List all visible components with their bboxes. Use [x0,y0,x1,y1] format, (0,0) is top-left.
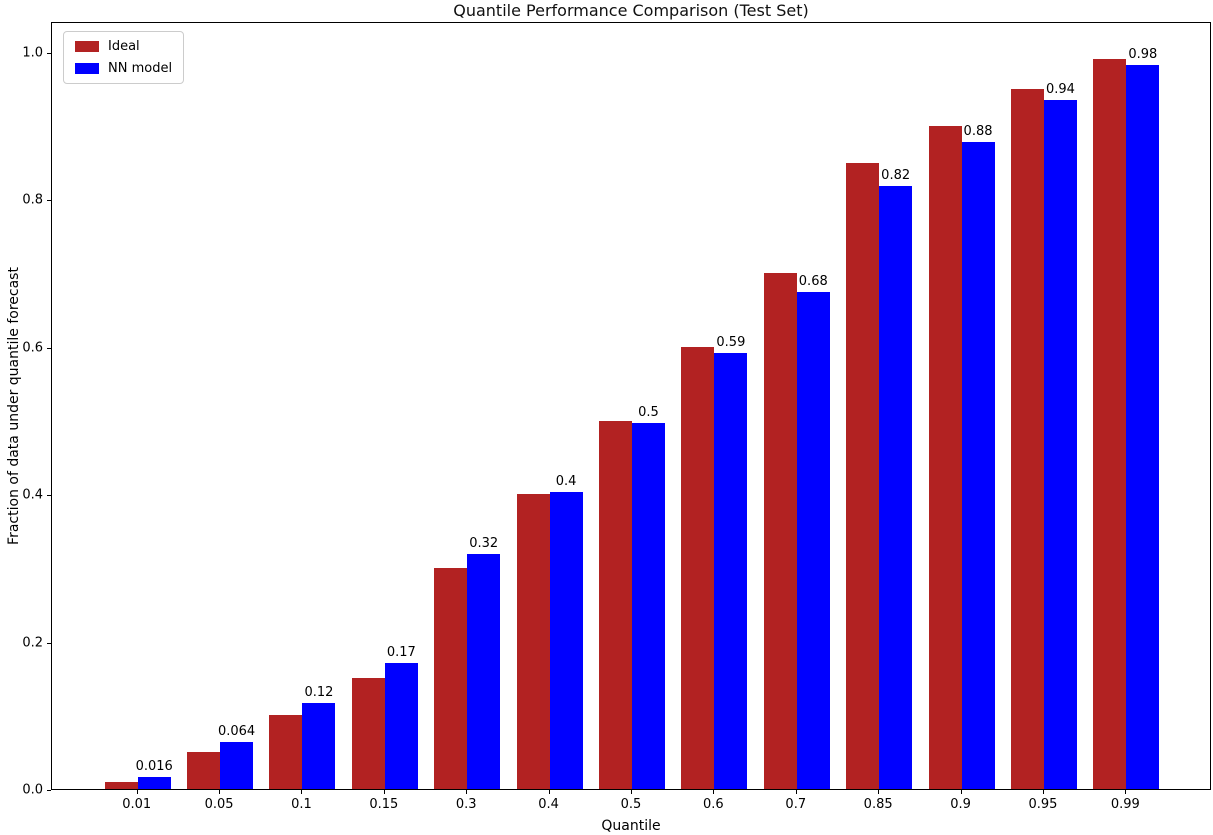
legend-item-ideal: Ideal [75,39,172,54]
bar-ideal [269,715,303,789]
bar-nn-model [302,702,336,789]
bar-ideal [187,752,221,789]
y-tick-mark [47,200,51,202]
bar-ideal [434,567,468,789]
bar-nn-model [714,352,748,789]
x-tick-mark [795,790,797,794]
bar-ideal [846,162,880,789]
bar-value-label: 0.82 [881,168,911,184]
bar-value-label: 0.59 [716,334,746,350]
bar-ideal [928,125,962,789]
x-tick-mark [631,790,632,794]
bar-ideal [351,678,385,789]
x-tick-label: 0.95 [1028,797,1058,812]
bar-nn-model [549,492,583,789]
y-tick-label: 0.0 [22,782,43,798]
x-tick-label: 0.5 [620,797,642,812]
bar-value-label: 0.5 [638,404,659,420]
x-tick-mark [878,790,880,794]
x-tick-mark [1042,790,1044,794]
y-tick-label: 0.4 [22,487,43,503]
bar-ideal [1010,88,1044,789]
x-tick-label: 0.85 [863,797,893,812]
plot-area: 0.016 0.064 0.12 0.17 0.32 0.4 0.5 0.59 0.68 0.82… [51,22,1211,790]
bar-nn-model [879,186,913,789]
x-tick-label: 0.9 [950,797,971,812]
bar-nn-model [632,422,665,789]
y-tick-mark [47,495,51,497]
x-tick-mark [466,790,468,794]
bar-value-label: 0.17 [386,644,416,660]
x-tick-mark [301,790,303,794]
x-tick-mark [548,790,550,794]
y-tick-mark [47,790,51,791]
legend-item-nn-model: NN model [75,61,172,76]
bar-ideal [104,781,138,789]
legend-swatch-nn-model [75,63,99,74]
x-tick-label: 0.05 [204,797,234,812]
bar-value-label: 0.4 [555,474,577,489]
bar-ideal [681,346,715,789]
y-tick-mark [47,642,51,644]
bar-ideal [599,420,632,789]
legend-label-ideal: Ideal [108,39,140,54]
y-tick-mark [47,53,51,54]
x-tick-label: 0.7 [785,797,807,812]
bar-ideal [516,494,550,789]
x-tick-label: 0.1 [291,797,312,812]
bar-nn-model [1043,99,1077,789]
bar-value-label: 0.064 [217,723,256,739]
bar-value-label: 0.88 [963,123,993,139]
chart-title: Quantile Performance Comparison (Test Se… [453,1,809,20]
y-tick-label: 1.0 [22,45,43,61]
y-tick-label: 0.8 [22,192,43,208]
x-tick-label: 0.3 [455,797,477,812]
bar-nn-model [796,291,830,789]
x-tick-mark [1125,790,1127,794]
x-tick-mark [219,790,221,794]
bar-nn-model [220,741,254,789]
y-axis-label: Fraction of data under quantile forecast [6,267,22,545]
bar-nn-model [137,777,171,789]
legend-label-nn-model: NN model [108,61,173,76]
bar-value-label: 0.12 [304,684,334,700]
bar-nn-model [961,141,995,789]
bar-value-label: 0.32 [469,535,499,551]
bar-value-label: 0.98 [1128,46,1158,62]
y-tick-label: 0.6 [22,340,43,356]
x-tick-label: 0.01 [122,797,152,812]
bar-nn-model [467,553,501,789]
bar-value-label: 0.94 [1045,81,1075,97]
bar-nn-model [384,662,418,789]
bar-value-label: 0.016 [135,759,173,775]
y-tick-label: 0.2 [22,635,43,651]
legend: Ideal NN model [63,31,185,84]
x-tick-mark [960,790,962,794]
x-tick-label: 0.15 [369,797,399,812]
x-tick-label: 0.4 [538,797,559,812]
bar-value-label: 0.68 [798,273,828,289]
x-tick-label: 0.99 [1110,797,1140,812]
legend-swatch-ideal [75,41,99,52]
y-tick-mark [47,347,51,349]
x-tick-mark [713,790,715,794]
x-axis-label: Quantile [601,818,661,834]
bar-ideal [763,273,797,789]
x-tick-label: 0.6 [703,797,724,812]
x-tick-mark [383,790,385,794]
x-tick-mark [136,790,138,794]
bar-ideal [1093,59,1127,789]
bar-nn-model [1126,64,1160,789]
